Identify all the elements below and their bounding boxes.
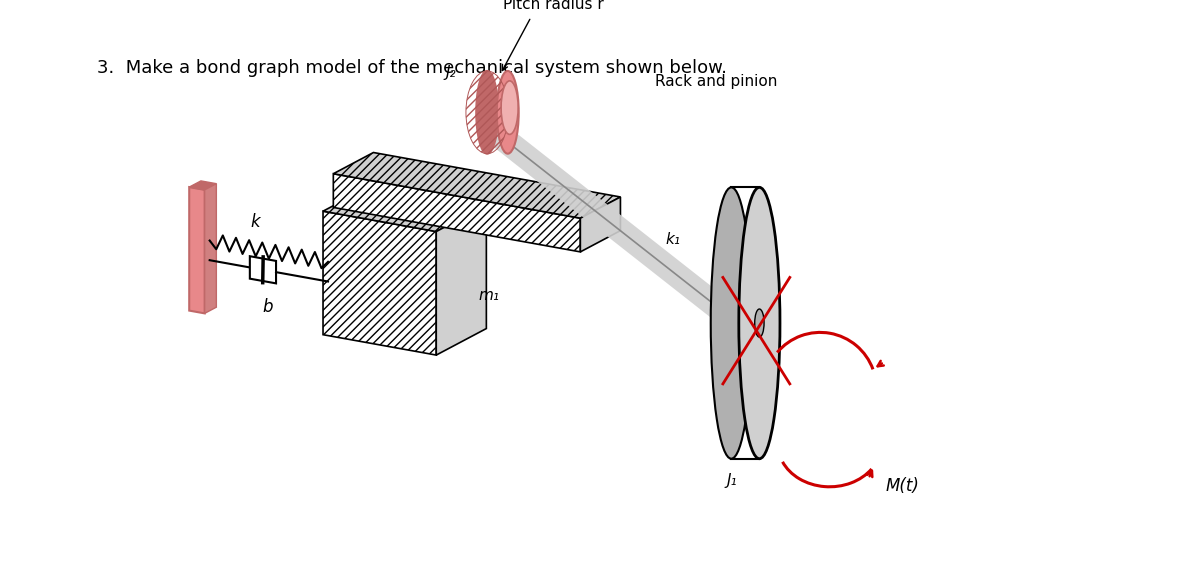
Polygon shape [190, 187, 205, 313]
Text: Pitch radius r: Pitch radius r [503, 0, 604, 12]
Text: Rack and pinion: Rack and pinion [655, 74, 778, 89]
Text: 3.  Make a bond graph model of the mechanical system shown below.: 3. Make a bond graph model of the mechan… [96, 59, 726, 77]
Ellipse shape [710, 187, 752, 459]
Polygon shape [323, 211, 437, 355]
Text: M(t): M(t) [886, 477, 919, 495]
Polygon shape [334, 174, 581, 252]
Text: J₂: J₂ [445, 64, 456, 79]
Ellipse shape [476, 71, 498, 154]
Polygon shape [581, 197, 620, 252]
Polygon shape [334, 153, 620, 218]
Ellipse shape [497, 71, 518, 154]
Polygon shape [250, 256, 276, 284]
Ellipse shape [502, 81, 518, 135]
Text: m₁: m₁ [479, 288, 499, 303]
Polygon shape [205, 184, 216, 313]
Text: b: b [263, 298, 272, 316]
Ellipse shape [739, 187, 780, 459]
Text: k: k [250, 213, 259, 231]
Text: k₁: k₁ [665, 232, 680, 247]
Polygon shape [190, 181, 216, 190]
Polygon shape [323, 184, 486, 231]
Ellipse shape [755, 309, 764, 337]
Text: J₁: J₁ [726, 473, 737, 488]
Polygon shape [437, 205, 486, 355]
